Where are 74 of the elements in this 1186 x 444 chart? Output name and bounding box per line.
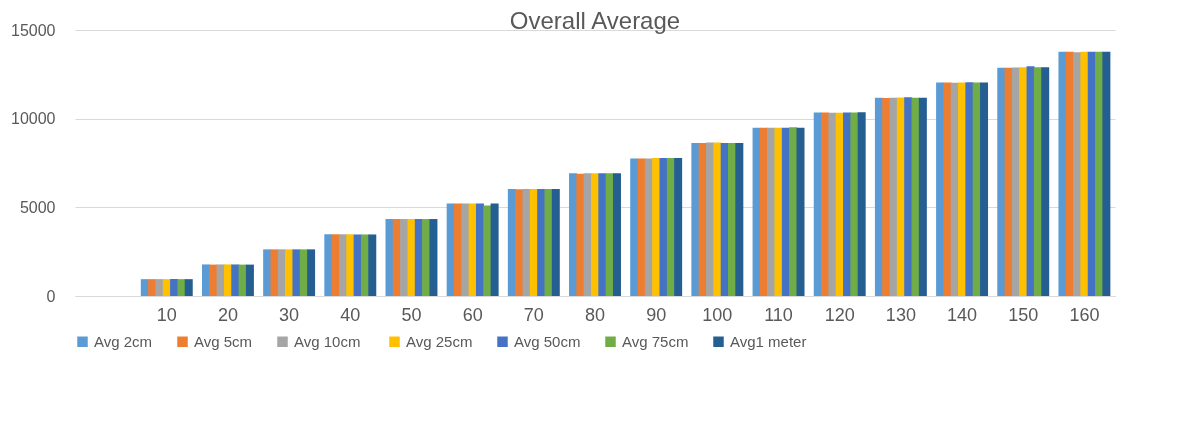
bar (490, 203, 499, 296)
bar (980, 82, 989, 296)
x-tick-label: 90 (646, 304, 667, 325)
bar (544, 188, 553, 296)
bar (231, 264, 240, 296)
x-tick-label: 160 (1069, 304, 1100, 325)
bar (997, 67, 1006, 296)
legend-label: Avg 25cm (406, 332, 473, 350)
bar (857, 112, 866, 296)
bar (184, 279, 193, 296)
bar (1080, 51, 1089, 296)
x-tick-label: 20 (217, 304, 238, 325)
bar (674, 158, 683, 296)
bar (850, 112, 859, 296)
bar (943, 82, 952, 296)
bar (1102, 51, 1111, 296)
bar (245, 264, 254, 296)
bar (713, 142, 722, 296)
bar (576, 173, 585, 296)
bar (691, 142, 700, 296)
chart-title: Overall Average (509, 7, 681, 34)
x-tick-label: 140 (947, 304, 978, 325)
legend-label: Avg 10cm (294, 332, 361, 350)
legend-label: Avg 2cm (94, 332, 153, 350)
bar (1058, 51, 1067, 296)
bar (630, 158, 639, 296)
bar (796, 127, 805, 296)
bar (461, 203, 470, 296)
bar (598, 173, 607, 296)
bar (177, 279, 186, 296)
bar (307, 249, 316, 296)
bar (965, 82, 974, 296)
bar (1041, 67, 1050, 296)
legend-label: Avg1 meter (730, 332, 807, 350)
x-tick-label: 40 (340, 304, 361, 325)
legend-label: Avg 50cm (514, 332, 581, 350)
legend-label: Avg 5cm (194, 332, 253, 350)
y-tick-label: 0 (46, 287, 56, 305)
bar (407, 219, 416, 296)
bar (209, 264, 218, 296)
x-tick-label: 80 (584, 304, 606, 325)
bar (483, 205, 492, 296)
bar (324, 234, 333, 296)
x-tick-label: 120 (824, 304, 855, 325)
x-tick-label: 110 (764, 304, 793, 325)
bar (882, 98, 891, 296)
x-tick-label: 150 (1008, 304, 1039, 325)
y-tick-label: 15000 (11, 21, 56, 39)
bar (612, 173, 621, 296)
x-tick-label: 70 (523, 304, 544, 325)
bar (767, 127, 776, 296)
bar (904, 97, 913, 296)
bar (828, 112, 837, 296)
bar (735, 142, 744, 296)
x-tick-label: 30 (279, 304, 300, 325)
bar (659, 158, 668, 296)
x-tick-label: 60 (462, 304, 483, 325)
bar (429, 219, 438, 296)
y-tick-label: 5000 (19, 198, 56, 216)
bar (270, 249, 279, 296)
x-tick-label: 100 (702, 304, 733, 325)
legend-label: Avg 75cm (622, 332, 689, 350)
bar (515, 189, 524, 296)
y-tick-label: 10000 (11, 110, 56, 128)
x-tick-label: 50 (401, 304, 422, 325)
x-tick-label: 130 (885, 304, 916, 325)
bar (368, 234, 377, 296)
bar (155, 279, 164, 296)
bar (346, 234, 355, 296)
bar (551, 188, 560, 296)
bar (1019, 67, 1028, 296)
x-tick-label: 10 (156, 304, 177, 325)
bar (918, 97, 927, 296)
bar (292, 249, 301, 296)
